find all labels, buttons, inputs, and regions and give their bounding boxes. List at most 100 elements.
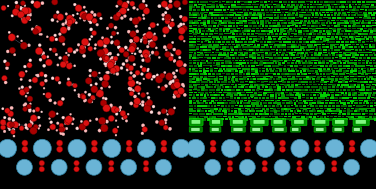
Bar bbox=[259, 89, 263, 90]
Bar bbox=[331, 36, 335, 38]
Bar bbox=[330, 100, 334, 101]
Bar bbox=[192, 12, 196, 14]
Bar bbox=[293, 9, 297, 11]
Bar bbox=[263, 14, 265, 16]
Bar bbox=[247, 28, 251, 30]
Bar bbox=[303, 86, 307, 88]
Bar bbox=[355, 94, 358, 96]
Bar bbox=[200, 76, 203, 78]
Bar bbox=[231, 6, 233, 8]
Bar bbox=[324, 89, 327, 91]
Circle shape bbox=[6, 109, 8, 112]
Bar bbox=[256, 30, 260, 33]
Circle shape bbox=[166, 20, 169, 23]
Bar bbox=[196, 81, 200, 83]
Bar bbox=[240, 41, 243, 43]
Circle shape bbox=[169, 22, 175, 27]
Bar bbox=[352, 49, 354, 50]
Circle shape bbox=[130, 40, 133, 43]
Bar bbox=[220, 113, 223, 115]
Bar bbox=[189, 9, 192, 11]
Circle shape bbox=[6, 50, 9, 53]
Bar bbox=[206, 65, 209, 66]
Bar bbox=[282, 12, 284, 13]
Bar bbox=[365, 94, 367, 96]
Circle shape bbox=[17, 35, 19, 37]
Circle shape bbox=[108, 86, 111, 88]
Circle shape bbox=[55, 76, 60, 81]
Bar bbox=[243, 94, 246, 96]
Bar bbox=[308, 20, 311, 22]
Bar bbox=[256, 49, 259, 50]
FancyBboxPatch shape bbox=[273, 127, 287, 132]
Bar bbox=[340, 1, 343, 3]
Bar bbox=[358, 33, 361, 35]
Bar bbox=[204, 41, 207, 42]
Bar bbox=[374, 38, 376, 40]
Bar bbox=[345, 78, 349, 80]
Bar bbox=[353, 105, 355, 106]
Bar bbox=[279, 20, 282, 21]
Bar bbox=[355, 54, 359, 57]
Circle shape bbox=[332, 167, 337, 172]
Bar bbox=[229, 17, 232, 18]
Bar bbox=[370, 30, 373, 33]
Bar bbox=[274, 57, 278, 59]
Bar bbox=[326, 44, 329, 45]
Bar bbox=[202, 44, 205, 46]
Bar bbox=[238, 14, 241, 16]
Bar bbox=[228, 44, 231, 45]
Bar bbox=[234, 30, 238, 32]
Bar bbox=[284, 116, 287, 117]
Bar bbox=[268, 54, 272, 56]
Bar bbox=[230, 30, 234, 33]
Bar bbox=[213, 92, 215, 94]
Bar bbox=[241, 108, 244, 109]
Circle shape bbox=[176, 69, 178, 72]
Bar bbox=[197, 44, 201, 45]
Bar bbox=[261, 46, 265, 48]
Bar bbox=[196, 94, 199, 96]
Bar bbox=[356, 22, 360, 24]
Bar bbox=[374, 76, 376, 77]
Bar bbox=[224, 70, 228, 72]
Bar bbox=[347, 113, 350, 115]
Bar bbox=[252, 20, 255, 22]
Bar bbox=[236, 65, 240, 67]
Bar bbox=[334, 97, 338, 99]
Bar bbox=[270, 97, 274, 99]
Bar bbox=[231, 73, 234, 74]
Bar bbox=[210, 94, 214, 96]
Circle shape bbox=[39, 125, 41, 127]
Circle shape bbox=[15, 1, 18, 4]
Bar bbox=[262, 57, 264, 59]
Bar bbox=[349, 116, 351, 118]
Circle shape bbox=[105, 77, 108, 79]
FancyBboxPatch shape bbox=[189, 118, 203, 125]
Bar bbox=[305, 118, 309, 120]
Bar bbox=[267, 41, 271, 43]
Bar bbox=[193, 84, 197, 86]
Bar bbox=[198, 4, 202, 5]
Bar bbox=[313, 6, 316, 8]
Bar bbox=[349, 73, 353, 75]
Bar bbox=[358, 60, 361, 61]
Bar bbox=[277, 17, 279, 19]
Circle shape bbox=[10, 122, 14, 127]
Circle shape bbox=[102, 80, 109, 88]
Circle shape bbox=[102, 125, 105, 127]
Bar bbox=[358, 70, 361, 73]
Bar bbox=[277, 81, 282, 82]
Bar bbox=[314, 25, 318, 27]
Bar bbox=[206, 86, 210, 88]
Circle shape bbox=[99, 117, 106, 125]
Bar bbox=[292, 60, 295, 61]
Circle shape bbox=[106, 53, 109, 56]
Bar bbox=[224, 81, 227, 83]
Bar bbox=[231, 100, 235, 102]
Circle shape bbox=[132, 75, 135, 77]
Circle shape bbox=[113, 72, 115, 74]
Bar bbox=[201, 81, 205, 83]
Bar bbox=[371, 20, 374, 21]
Bar bbox=[315, 12, 318, 14]
